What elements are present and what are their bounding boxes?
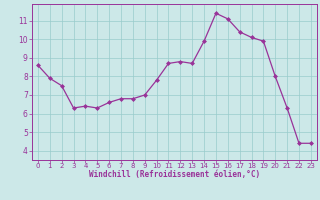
X-axis label: Windchill (Refroidissement éolien,°C): Windchill (Refroidissement éolien,°C) (89, 170, 260, 179)
